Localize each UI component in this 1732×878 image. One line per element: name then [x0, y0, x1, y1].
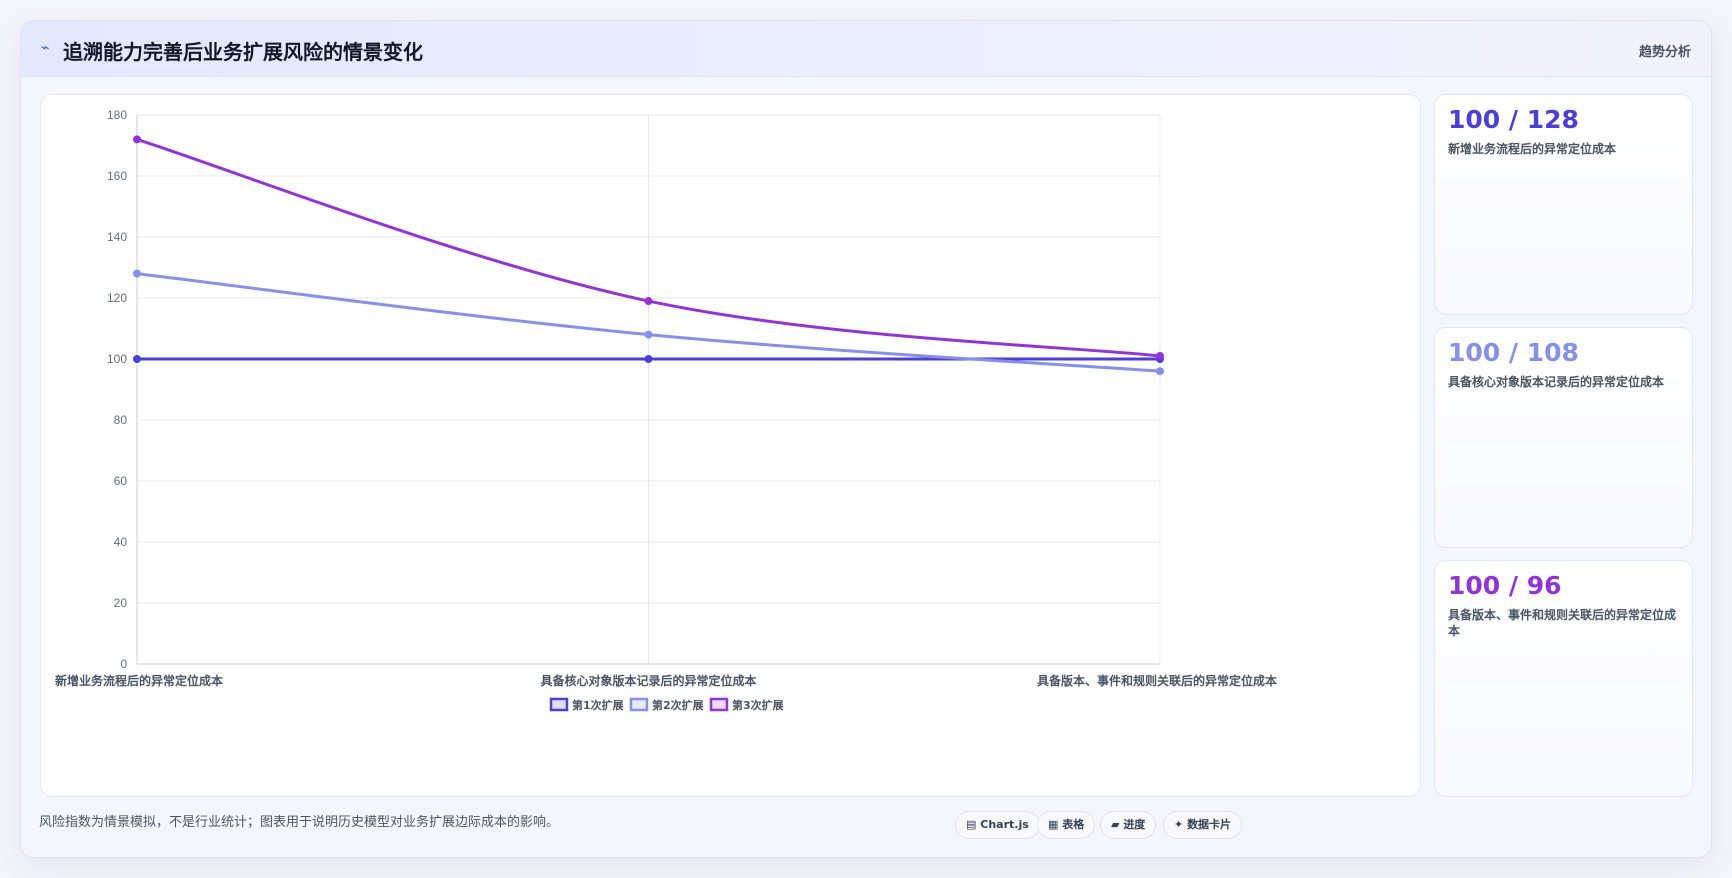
chip-label: 进度 [1123, 818, 1146, 831]
y-tick-label: 60 [114, 474, 128, 488]
sparkle-icon: ✦ [1174, 818, 1184, 831]
chip-label: 表格 [1062, 818, 1085, 831]
stat-card-label: 新增业务流程后的异常定位成本 [1448, 142, 1617, 156]
data-point [644, 330, 653, 339]
y-tick-label: 80 [114, 413, 128, 427]
legend-item-1: 第1次扩展 [549, 697, 625, 712]
legend-item-2: 第2次扩展 [629, 697, 705, 712]
data-point [133, 355, 141, 363]
legend-item-3: 第3次扩展 [709, 697, 785, 712]
x-tick-label: 具备核心对象版本记录后的异常定位成本 [540, 673, 756, 688]
progress-icon: ▰ [1111, 818, 1120, 831]
legend-label: 第1次扩展 [572, 698, 625, 712]
chart-icon: ▤ [966, 818, 977, 831]
chart-panel: ⌁ 追溯能力完善后业务扩展风险的情景变化 趋势分析 0 20 40 60 80 100 12… [20, 20, 1712, 858]
footnote: 风险指数为情景模拟，不是行业统计；图表用于说明历史模型对业务扩展边际成本的影响。 [39, 815, 560, 830]
y-tick-label: 120 [107, 291, 127, 305]
legend-label: 第2次扩展 [652, 698, 705, 712]
y-tick-label: 0 [120, 657, 127, 671]
data-point [644, 355, 653, 363]
data-point [1156, 367, 1164, 376]
data-point [644, 297, 653, 306]
chip-data-cards[interactable]: ✦ 数据卡片 [1163, 811, 1243, 839]
page-title: 追溯能力完善后业务扩展风险的情景变化 [63, 40, 423, 64]
data-point [133, 269, 141, 278]
stat-card-3: 100 / 96 具备版本、事件和规则关联后的异常定位成本 [1434, 560, 1693, 797]
y-tick-label: 100 [107, 352, 127, 366]
chart-card: 0 20 40 60 80 100 120 140 160 180 新增业务流程后的异常定位成本 具备… [40, 94, 1421, 797]
y-tick-label: 40 [114, 535, 128, 549]
legend-label: 第3次扩展 [732, 698, 785, 712]
x-tick-label: 具备版本、事件和规则关联后的异常定位成本 [1037, 673, 1277, 688]
stat-card-label: 具备核心对象版本记录后的异常定位成本 [1448, 375, 1665, 389]
chip-progress[interactable]: ▰ 进度 [1100, 811, 1157, 839]
x-tick-label: 新增业务流程后的异常定位成本 [55, 673, 223, 688]
chip-label: 数据卡片 [1187, 818, 1232, 831]
legend-swatch [709, 697, 729, 712]
stat-card-2: 100 / 108 具备核心对象版本记录后的异常定位成本 [1434, 327, 1693, 548]
data-point [133, 135, 141, 144]
stat-card-value: 100 / 128 [1448, 105, 1579, 134]
stat-card-value: 100 / 108 [1448, 338, 1579, 367]
legend-swatch [549, 697, 569, 712]
legend-swatch [629, 697, 649, 712]
trend-analysis-label: 趋势分析 [1638, 45, 1691, 60]
trend-icon: ⌁ [41, 40, 50, 56]
panel-header: ⌁ 追溯能力完善后业务扩展风险的情景变化 趋势分析 [21, 21, 1711, 77]
stat-card-value: 100 / 96 [1448, 571, 1562, 600]
chip-chartjs[interactable]: ▤ Chart.js [955, 811, 1040, 839]
data-point [1156, 351, 1164, 360]
y-tick-label: 160 [107, 169, 127, 183]
y-tick-label: 140 [107, 230, 127, 244]
y-tick-label: 20 [114, 596, 128, 610]
chip-table[interactable]: ▦ 表格 [1037, 811, 1096, 839]
table-icon: ▦ [1048, 818, 1059, 831]
line-chart: 0 20 40 60 80 100 120 140 160 180 新增业务流程后的异常定位成本 具备… [55, 108, 1277, 712]
chip-label: Chart.js [980, 818, 1029, 831]
stat-card-1: 100 / 128 新增业务流程后的异常定位成本 [1434, 94, 1693, 315]
y-tick-label: 180 [107, 108, 127, 122]
stat-card-label: 具备版本、事件和规则关联后的异常定位成本 [1448, 608, 1677, 638]
